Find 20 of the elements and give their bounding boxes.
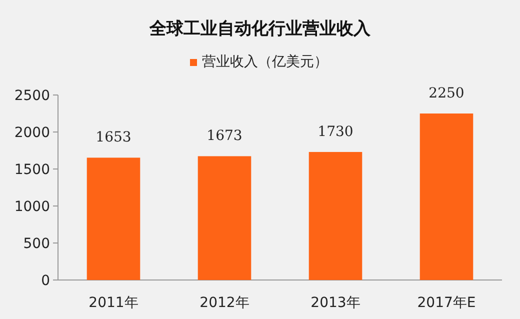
bar (308, 152, 362, 280)
x-tick-label: 2012年 (200, 295, 250, 311)
x-tick-label: 2017年E (417, 295, 476, 311)
y-tick-label: 1000 (14, 199, 50, 215)
data-label: 1730 (318, 124, 354, 140)
chart-title: 全球工业自动化行业营业收入 (148, 19, 372, 39)
data-label: 1673 (206, 128, 242, 144)
x-tick-label: 2011年 (88, 295, 138, 311)
y-tick-label: 2000 (14, 125, 50, 141)
y-tick-label: 2500 (14, 88, 50, 104)
data-label: 1653 (96, 130, 132, 146)
y-tick-label: 500 (23, 236, 50, 252)
x-tick-label: 2013年 (310, 295, 360, 311)
bar (86, 158, 140, 280)
data-label: 2250 (428, 86, 464, 102)
y-tick-label: 1500 (14, 162, 50, 178)
legend-label: 营业收入（亿美元） (202, 54, 328, 70)
y-tick-label: 0 (41, 273, 50, 289)
bar (420, 114, 474, 280)
bar (198, 156, 252, 280)
